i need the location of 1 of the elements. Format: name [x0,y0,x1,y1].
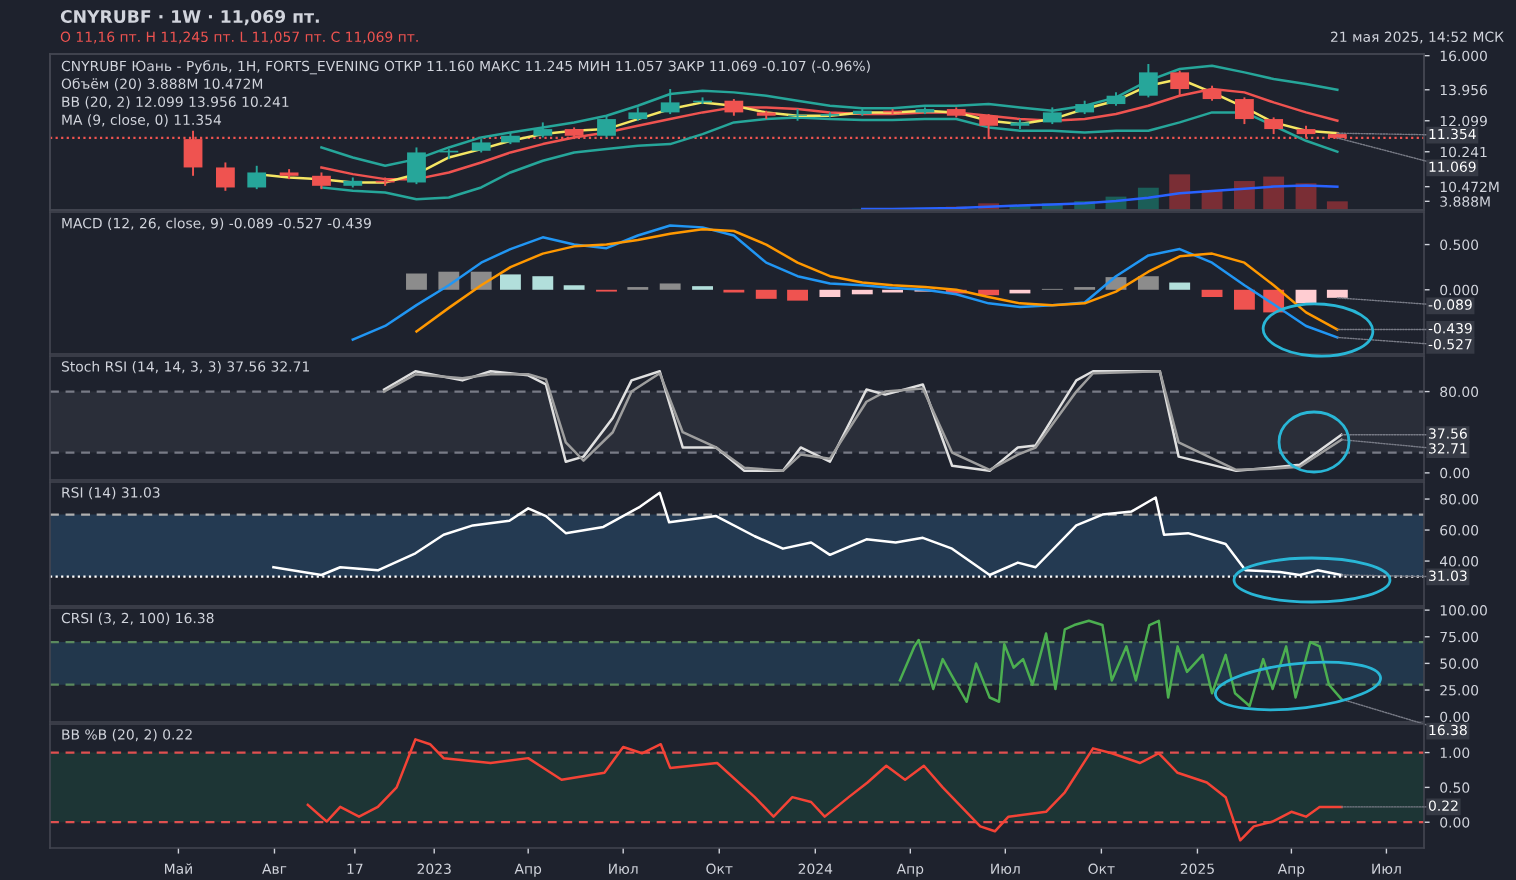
chart-title: CNYRUBF · 1W · 11,069 пт. [60,9,319,26]
